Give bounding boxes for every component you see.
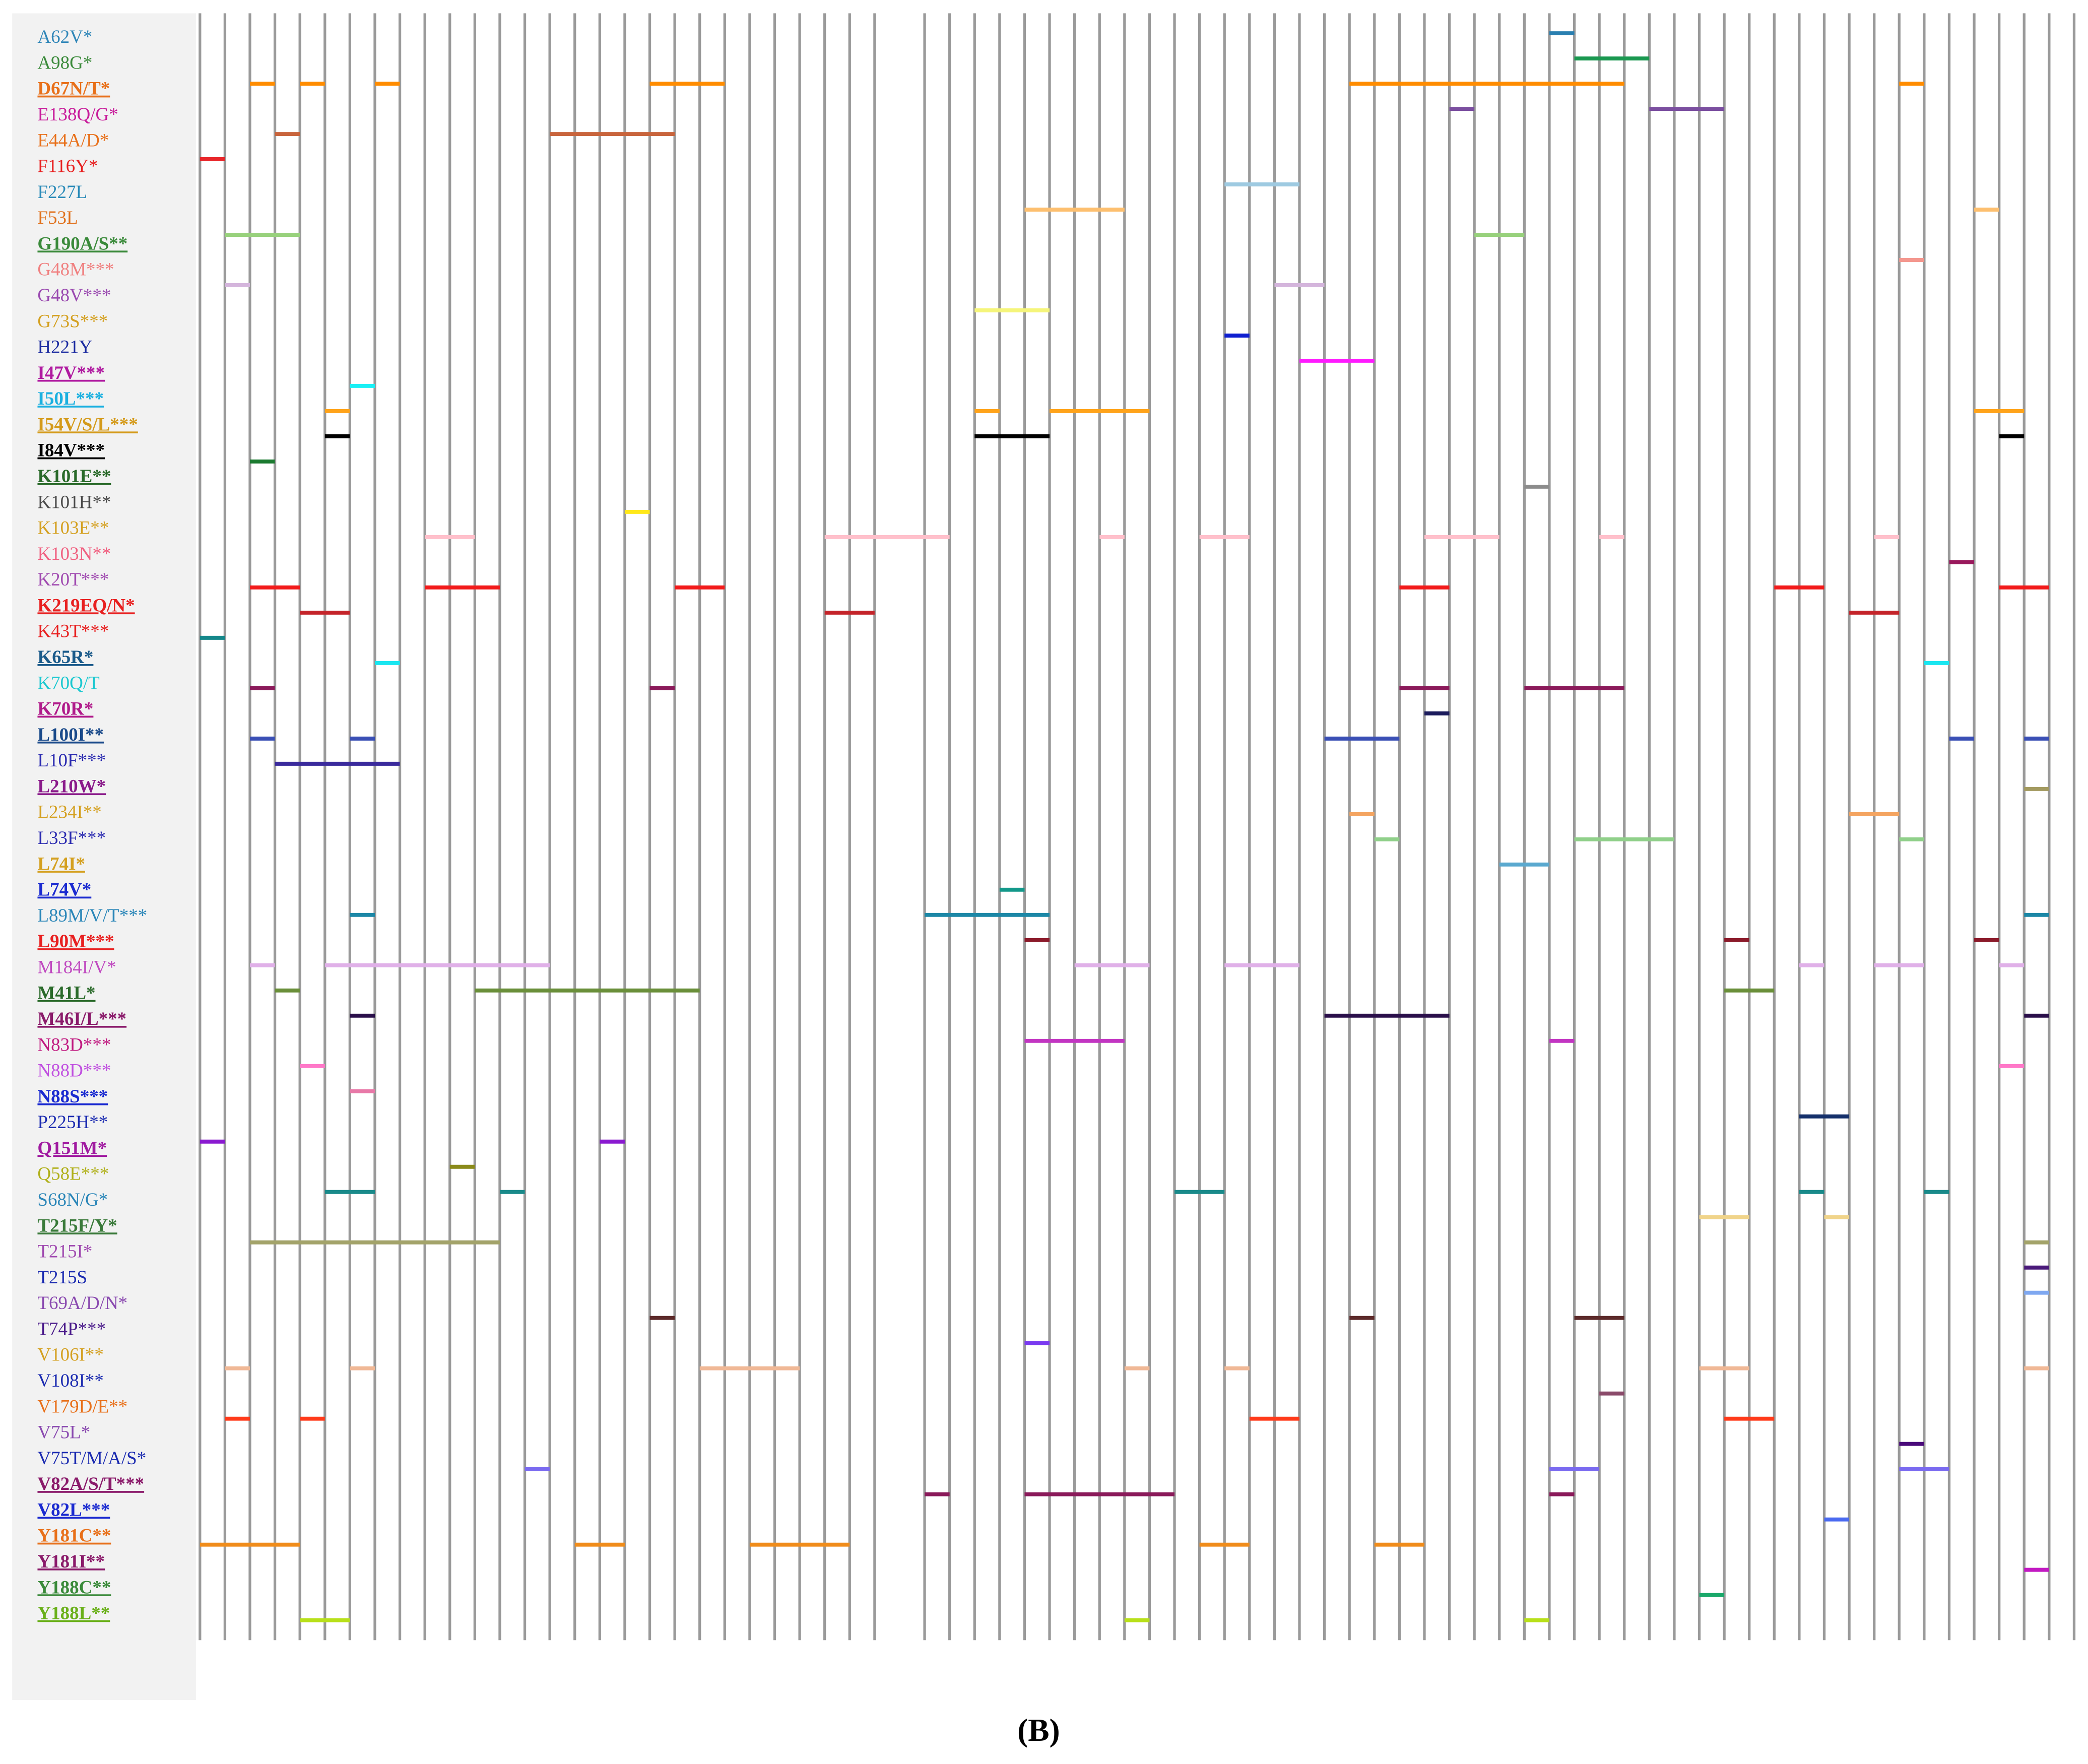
- mutation-label: N88S***: [37, 1086, 108, 1107]
- mutation-label: A98G*: [37, 52, 92, 73]
- mutation-label: I50L***: [37, 388, 104, 409]
- mutation-label: T215F/Y*: [37, 1215, 117, 1236]
- mutation-label: E44A/D*: [37, 130, 109, 151]
- mutation-label: N88D***: [37, 1061, 111, 1081]
- tracks: [200, 31, 2049, 1622]
- mutation-label: K219EQ/N*: [37, 595, 135, 616]
- mutation-label: K103N**: [37, 544, 111, 564]
- label-panel: [12, 13, 196, 1701]
- mutation-label: M184I/V*: [37, 957, 116, 977]
- mutation-label: S68N/G*: [37, 1190, 108, 1210]
- mutation-label: A62V*: [37, 27, 92, 47]
- mutation-label: N83D***: [37, 1034, 111, 1055]
- mutation-label: M46I/L***: [37, 1009, 126, 1029]
- mutation-label: L74I*: [37, 854, 85, 874]
- mutation-label: I54V/S/L***: [37, 414, 138, 435]
- mutation-label: G190A/S**: [37, 233, 127, 254]
- mutation-label: V108I**: [37, 1370, 104, 1391]
- mutation-label: V75T/M/A/S*: [37, 1448, 146, 1469]
- mutation-label: G48V***: [37, 285, 111, 306]
- labels: A62V* A98G* D67N/T* E138Q/G* E44A/D* F116Y* F2…: [37, 27, 147, 1623]
- mutation-label: T215S: [37, 1267, 87, 1288]
- mutation-label: I84V***: [37, 440, 105, 461]
- mutation-label: Q151M*: [37, 1138, 107, 1158]
- mutation-label: M41L*: [37, 983, 95, 1004]
- mutation-label: F53L: [37, 208, 78, 228]
- mutation-label: V82A/S/T***: [37, 1474, 144, 1494]
- mutation-label: L210W*: [37, 776, 106, 797]
- mutation-label: Y181I**: [37, 1551, 105, 1572]
- mutation-label: F227L: [37, 182, 87, 203]
- mutation-label: V75L*: [37, 1422, 90, 1443]
- mutation-label: D67N/T*: [37, 79, 110, 99]
- mutation-label: K101E**: [37, 466, 111, 487]
- mutation-label: Y188L**: [37, 1603, 110, 1624]
- mutation-label: K70Q/T: [37, 673, 99, 693]
- mutation-label: K103E**: [37, 518, 109, 539]
- mutation-label: I47V***: [37, 363, 105, 383]
- mutation-label: K65R*: [37, 647, 93, 668]
- mutation-label: K101H**: [37, 492, 111, 512]
- mutation-label: T69A/D/N*: [37, 1293, 127, 1314]
- mutation-label: L10F***: [37, 750, 106, 771]
- mutation-label: L74V*: [37, 880, 91, 900]
- mutation-label: Q58E***: [37, 1164, 109, 1185]
- mutation-label: Y181C**: [37, 1526, 111, 1546]
- mutation-label: G73S***: [37, 311, 108, 332]
- mutation-label: K20T***: [37, 569, 109, 590]
- mutation-label: L90M***: [37, 931, 114, 952]
- mutation-label: K43T***: [37, 621, 109, 642]
- mutation-label: Y188C**: [37, 1577, 111, 1598]
- mutation-label: E138Q/G*: [37, 104, 118, 125]
- mutation-label: H221Y: [37, 337, 92, 358]
- caption: (B): [1017, 1712, 1060, 1748]
- mutation-label: V179D/E**: [37, 1396, 127, 1417]
- mutation-label: L89M/V/T***: [37, 905, 147, 926]
- mutation-label: L100I**: [37, 725, 104, 745]
- mutation-label: T74P***: [37, 1319, 106, 1339]
- mutation-label: G48M***: [37, 259, 114, 280]
- mutation-label: P225H**: [37, 1112, 108, 1133]
- mutation-label: L33F***: [37, 828, 106, 848]
- mutation-label: K70R*: [37, 699, 93, 720]
- mutation-label: F116Y*: [37, 156, 98, 177]
- mutation-label: L234I**: [37, 802, 101, 823]
- mutation-label: T215I*: [37, 1242, 92, 1262]
- mutation-label: V82L***: [37, 1499, 110, 1520]
- mutation-label: V106I**: [37, 1345, 104, 1365]
- column-lines: [199, 13, 2076, 1641]
